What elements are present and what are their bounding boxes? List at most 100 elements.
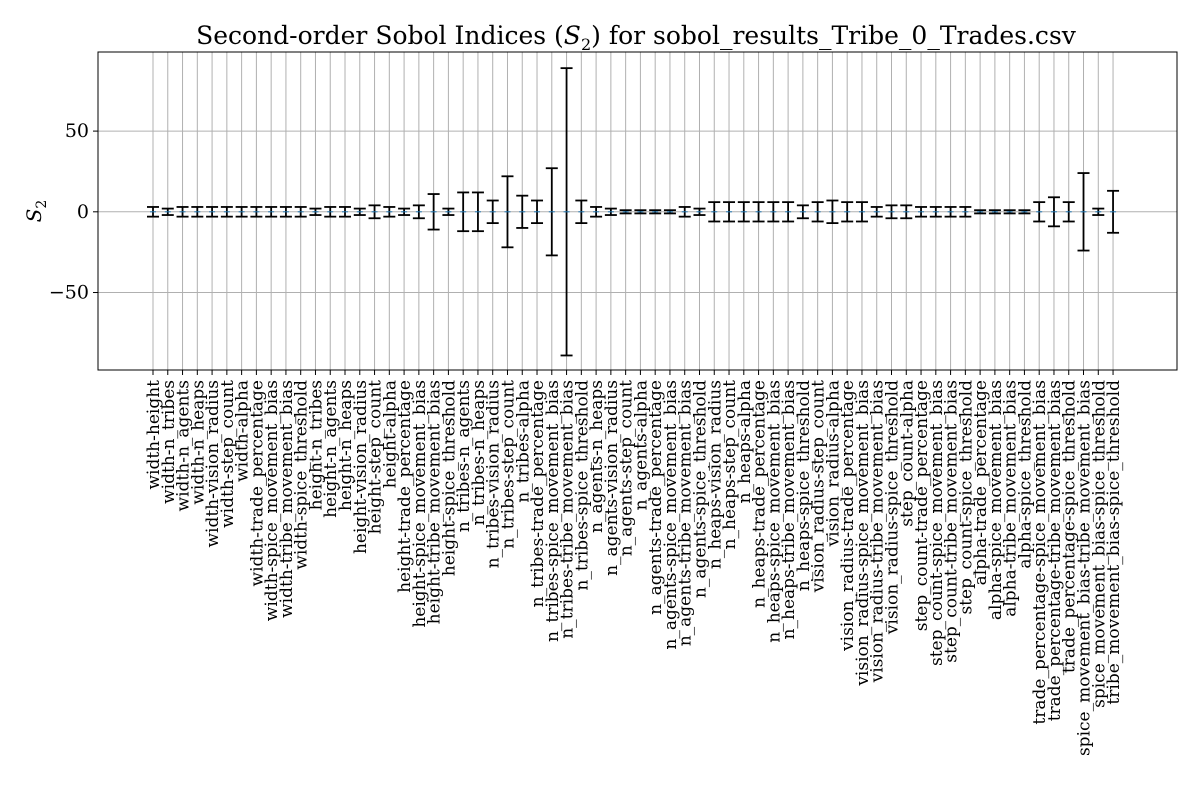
x-tick-label: n_tribes-alpha	[513, 380, 533, 503]
error-bar	[235, 206, 248, 218]
error-bar	[870, 206, 883, 218]
error-bar	[929, 206, 942, 218]
error-bar	[531, 199, 544, 225]
error-bar	[737, 201, 750, 223]
x-axis: width-heightwidth-n_tribeswidth-n_agents…	[144, 370, 1124, 756]
error-bar	[383, 206, 396, 218]
y-axis-label: S2	[22, 200, 50, 223]
error-bar	[398, 207, 411, 216]
x-tick-label: n_tribes-tribe_movement_bias	[558, 380, 578, 639]
x-tick-label: n_tribes-spice_threshold	[572, 380, 592, 591]
error-bar	[974, 209, 987, 215]
error-bar	[693, 207, 706, 216]
x-tick-label: n_agents-step_count	[617, 380, 637, 556]
error-bar	[1018, 209, 1031, 215]
error-bar	[1047, 196, 1060, 228]
x-tick-label: step_count-spice_movement_bias	[927, 380, 947, 666]
x-tick-label: height-vision_radius	[351, 380, 371, 554]
x-tick-label: step_count-trade_percentage	[912, 380, 932, 631]
error-bar	[147, 206, 159, 218]
error-bar	[501, 175, 514, 249]
x-tick-label: n_agents-alpha	[631, 380, 651, 510]
error-bar	[516, 194, 529, 229]
x-tick-label: width-height	[144, 380, 164, 490]
error-bar	[649, 209, 662, 215]
plot-frame	[97, 51, 1178, 371]
error-bar	[855, 201, 868, 223]
x-tick-label: vision_radius-spice_movement_bias	[853, 380, 873, 687]
x-tick-label: vision_radius-spice_threshold	[883, 380, 903, 635]
x-tick-label: width-trade_percentage	[247, 380, 267, 586]
y-tick-label: 0	[77, 201, 89, 223]
x-tick-label: n_heaps-alpha	[735, 380, 755, 503]
error-bar	[634, 209, 647, 215]
error-bar	[457, 191, 470, 233]
x-tick-label: n_agents-spice_threshold	[690, 380, 710, 598]
x-tick-label: n_heaps-spice_threshold	[794, 380, 814, 591]
x-tick-label: n_tribes-n_heaps	[469, 380, 489, 525]
x-tick-label: vision_radius-step_count	[809, 380, 829, 594]
x-tick-label: n_agents-spice_movement_bias	[661, 380, 681, 650]
error-bar	[161, 207, 174, 216]
x-tick-label: n_tribes-vision_radius	[484, 380, 504, 568]
x-tick-label: trade_percentage-spice_threshold	[1060, 380, 1080, 673]
x-tick-label: n_agents-n_heaps	[587, 380, 607, 533]
error-bar	[545, 167, 558, 257]
x-tick-label: tribe_movement_bias-spice_threshold	[1104, 380, 1124, 705]
x-tick-label: width-spice_threshold	[292, 380, 312, 570]
error-bar	[176, 206, 189, 218]
x-tick-label: n_agents-vision_radius	[602, 380, 622, 576]
x-tick-label: width-alpha	[233, 380, 253, 482]
error-bar	[826, 199, 839, 225]
x-tick-label: alpha-spice_threshold	[1015, 380, 1035, 569]
error-bar	[900, 204, 913, 220]
error-bar	[708, 201, 721, 223]
x-tick-label: height-spice_movement_bias	[410, 380, 430, 628]
error-bar	[427, 193, 440, 231]
error-bar	[1092, 207, 1105, 216]
error-bar	[885, 204, 898, 220]
error-bar	[663, 209, 676, 215]
x-tick-label: height-tribe_movement_bias	[425, 380, 445, 624]
error-bar	[796, 204, 809, 220]
chart-title: Second-order Sobol Indices (S2) for sobo…	[196, 21, 1077, 54]
error-bar	[915, 206, 928, 218]
x-tick-label: vision_radius-tribe_movement_bias	[868, 380, 888, 683]
x-tick-label: height-step_count	[366, 380, 386, 535]
error-bar	[412, 204, 425, 220]
error-bar	[206, 206, 219, 218]
x-tick-label: n_heaps-trade_percentage	[750, 380, 770, 608]
x-tick-label: width-vision_radius	[203, 380, 223, 548]
error-bar	[471, 191, 484, 233]
error-bar	[575, 199, 588, 225]
x-tick-label: n_agents-trade_percentage	[646, 380, 666, 615]
error-bar	[782, 201, 795, 223]
error-bar	[220, 206, 233, 218]
x-tick-label: step_count-alpha	[897, 380, 917, 527]
x-tick-label: trade_percentage-spice_movement_bias	[1030, 380, 1050, 725]
y-tick-label: 50	[65, 120, 89, 142]
y-axis: −50 0 50	[49, 120, 98, 304]
error-bar	[309, 207, 322, 216]
x-tick-label: width-step_count	[218, 380, 238, 528]
error-bar	[191, 206, 204, 218]
x-tick-label: n_tribes-spice_movement_bias	[543, 380, 563, 642]
x-tick-label: step_count-spice_threshold	[956, 380, 976, 615]
error-bar	[767, 201, 780, 223]
error-bar	[841, 201, 854, 223]
x-tick-label: width-spice_movement_bias	[262, 380, 282, 621]
x-tick-label: n_heaps-tribe_movement_bias	[779, 380, 799, 639]
error-bar	[590, 206, 603, 218]
x-tick-label: height-n_heaps	[336, 380, 356, 511]
x-tick-label: alpha-spice_movement_bias	[986, 380, 1006, 620]
error-bar	[560, 67, 573, 357]
error-bar	[1107, 189, 1120, 234]
error-bar	[353, 207, 366, 216]
x-tick-label: width-n_agents	[174, 380, 194, 511]
x-tick-label: n_heaps-spice_movement_bias	[764, 380, 784, 643]
error-bar	[619, 209, 632, 215]
error-bar	[752, 201, 765, 223]
error-bar	[678, 206, 691, 218]
x-tick-label: n_heaps-step_count	[720, 380, 740, 550]
